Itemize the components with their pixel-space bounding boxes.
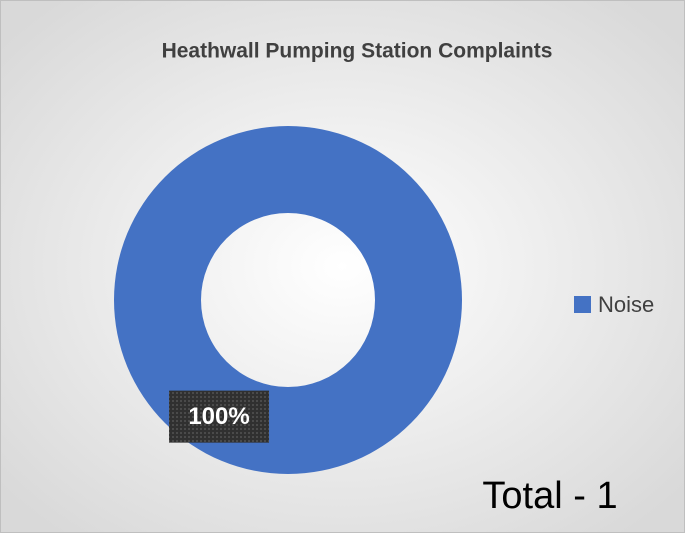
chart-title: Heathwall Pumping Station Complaints xyxy=(162,40,553,63)
data-label: 100% xyxy=(188,403,249,430)
annotation: Total - 1 xyxy=(482,475,617,517)
legend-swatch xyxy=(574,296,591,313)
data-label-box xyxy=(169,390,270,443)
donut-segment xyxy=(114,126,462,474)
legend-label: Noise xyxy=(598,292,654,317)
